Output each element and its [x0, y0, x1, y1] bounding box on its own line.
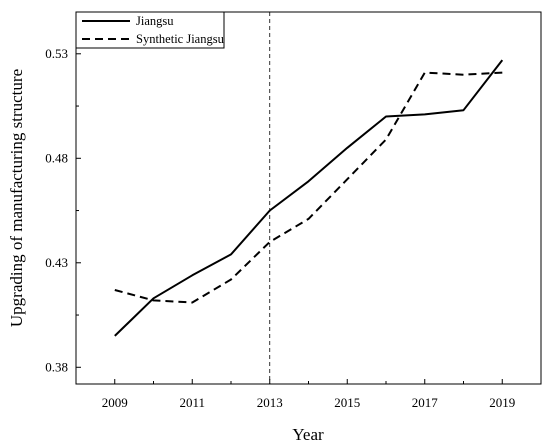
- legend: Jiangsu Synthetic Jiangsu: [75, 11, 225, 49]
- x-axis-title: Year: [292, 425, 324, 444]
- legend-box: [75, 11, 225, 49]
- series-line-1: [114, 71, 503, 304]
- y-tick-label: 0.43: [45, 255, 68, 270]
- y-tick-label: 0.38: [45, 359, 68, 374]
- y-ticks: 0.38 0.43 0.48 0.53: [45, 46, 81, 374]
- series-group: [114, 59, 504, 337]
- x-tick-label: 2011: [179, 395, 205, 410]
- legend-label-jiangsu: Jiangsu: [136, 14, 174, 28]
- y-tick-label: 0.53: [45, 46, 68, 61]
- plot-frame: [75, 11, 542, 385]
- x-ticks: 2009 2011 2013 2015 2017 2019: [75, 379, 542, 410]
- y-axis-title: Upgrading of manufacturing structure: [7, 69, 26, 327]
- x-tick-label: 2019: [489, 395, 515, 410]
- x-tick-label: 2013: [257, 395, 283, 410]
- x-tick-label: 2015: [334, 395, 360, 410]
- x-tick-label: 2009: [102, 395, 128, 410]
- x-tick-label: 2017: [412, 395, 439, 410]
- y-tick-label: 0.48: [45, 150, 68, 165]
- legend-label-synthetic-jiangsu: Synthetic Jiangsu: [136, 32, 225, 46]
- series-line-0: [114, 59, 504, 337]
